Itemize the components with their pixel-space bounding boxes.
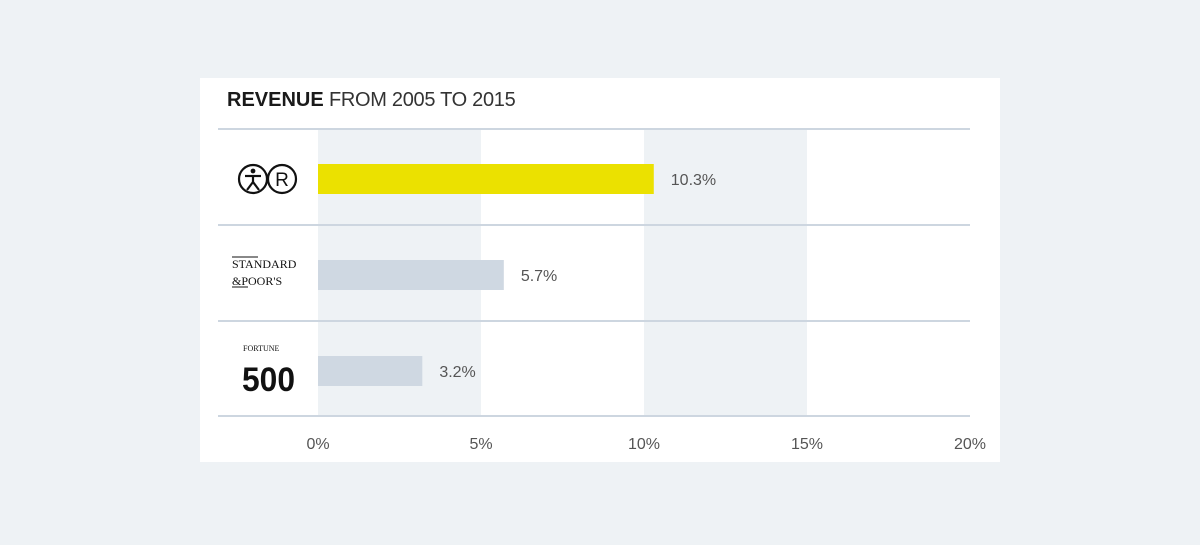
x-axis-ticks: 0% 5% 10% 15% 20% (306, 436, 986, 453)
chart-title: REVENUE FROM 2005 TO 2015 (227, 89, 516, 112)
svg-text:R: R (275, 170, 289, 191)
sp-line1: STANDARD (232, 257, 297, 271)
bar (318, 260, 504, 290)
row-dividers (218, 128, 970, 417)
value-label: 5.7% (521, 268, 557, 285)
standard-poors-logo: STANDARD &POOR'S (232, 256, 297, 288)
x-tick-label: 10% (628, 436, 660, 453)
xr-logo: R (237, 163, 298, 195)
title-bold: REVENUE (227, 89, 324, 111)
grid-band (644, 129, 807, 416)
bars (318, 164, 654, 386)
value-label: 10.3% (671, 172, 716, 189)
x-tick-label: 20% (954, 436, 986, 453)
bar (318, 356, 423, 386)
bar (318, 164, 654, 194)
chart-card: REVENUE FROM 2005 TO 2015 R STANDARD &PO… (200, 78, 1000, 462)
x-tick-label: 15% (791, 436, 823, 453)
value-labels: 10.3% 5.7% 3.2% (439, 172, 716, 381)
bar-chart: R STANDARD &POOR'S FORTUNE 500 10.3% 5.7%… (218, 128, 986, 453)
fortune-500-logo: FORTUNE 500 (242, 344, 295, 399)
title-rest: FROM 2005 TO 2015 (328, 89, 516, 111)
x-tick-label: 5% (469, 436, 492, 453)
fortune-big: 500 (242, 361, 295, 399)
fortune-small: FORTUNE (243, 344, 280, 353)
value-label: 3.2% (439, 364, 475, 381)
x-tick-label: 0% (306, 436, 329, 453)
sp-line2: &POOR'S (232, 274, 282, 288)
